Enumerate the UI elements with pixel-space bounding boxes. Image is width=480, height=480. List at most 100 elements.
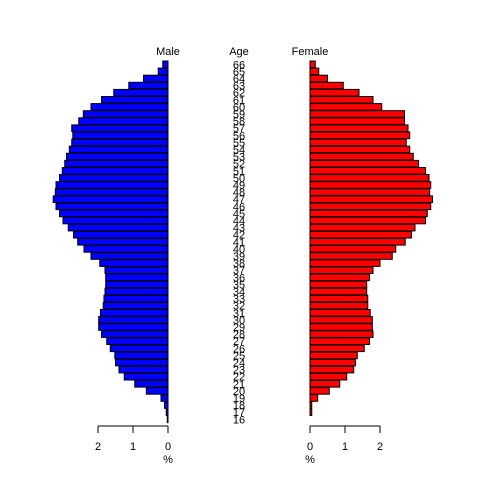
male-bar-age-66 — [163, 61, 168, 68]
male-bar-age-30 — [99, 317, 168, 324]
male-bar-age-22 — [124, 373, 168, 380]
female-bar-age-39 — [310, 253, 392, 260]
male-bar-age-37 — [105, 267, 168, 274]
female-bar-age-38 — [310, 260, 380, 267]
female-axis-tick-label: 0 — [307, 441, 313, 453]
male-bar-age-36 — [106, 274, 168, 281]
female-bar-age-28 — [310, 331, 373, 338]
female-bar-age-35 — [310, 281, 367, 288]
female-bar-age-22 — [310, 373, 347, 380]
female-axis-tick-label: 2 — [377, 441, 383, 453]
age-tick-labels: 1617181920212223242526272829303132333435… — [233, 59, 245, 426]
female-bar-age-50 — [310, 175, 429, 182]
male-bar-age-46 — [56, 203, 168, 210]
female-axis-tick-label: 1 — [342, 441, 348, 453]
male-bar-age-44 — [63, 217, 168, 224]
female-bar-age-31 — [310, 310, 370, 317]
male-axis-tick-label: 0 — [165, 441, 171, 453]
male-bar-age-63 — [129, 82, 168, 89]
axes: 2 1 0 0 1 2 — [95, 426, 383, 453]
male-bar-age-43 — [68, 224, 168, 231]
male-bar-age-60 — [91, 104, 168, 111]
female-bar-age-36 — [310, 274, 370, 281]
male-bar-age-25 — [115, 352, 168, 359]
female-bar-age-19 — [310, 395, 318, 402]
female-bar-age-32 — [310, 302, 368, 309]
male-bar-age-29 — [99, 324, 168, 331]
male-header: Male — [156, 46, 180, 58]
male-bar-age-34 — [105, 288, 168, 295]
female-bar-age-34 — [310, 288, 367, 295]
male-bar-age-45 — [60, 210, 169, 217]
female-bar-age-47 — [310, 196, 433, 203]
female-bar-age-45 — [310, 210, 427, 217]
female-bar-age-33 — [310, 295, 368, 302]
female-bar-age-43 — [310, 224, 415, 231]
female-bar-age-51 — [310, 168, 426, 175]
male-axis-tick-label: 1 — [130, 441, 136, 453]
female-bar-age-62 — [310, 89, 359, 96]
male-bar-age-26 — [110, 345, 168, 352]
female-bar-age-56 — [310, 132, 410, 139]
male-bar-age-21 — [135, 381, 168, 388]
female-axis-unit: % — [305, 454, 315, 466]
male-bar-age-18 — [165, 402, 169, 409]
male-bar-age-24 — [116, 359, 169, 366]
male-bar-age-61 — [102, 97, 169, 104]
male-bar-age-64 — [144, 75, 169, 82]
female-bar-age-30 — [310, 317, 372, 324]
female-bar-age-20 — [310, 388, 329, 395]
male-bar-age-38 — [100, 260, 168, 267]
female-bar-age-21 — [310, 381, 340, 388]
male-bar-age-19 — [161, 395, 168, 402]
male-bar-age-32 — [103, 302, 168, 309]
female-bar-age-58 — [310, 118, 405, 125]
male-bar-age-56 — [73, 132, 168, 139]
female-bar-age-17 — [310, 409, 312, 416]
male-bar-age-17 — [166, 409, 168, 416]
female-bar-age-54 — [310, 146, 410, 153]
female-bar-age-40 — [310, 246, 396, 253]
male-bar-age-54 — [69, 146, 168, 153]
female-bar-age-49 — [310, 182, 431, 189]
male-bar-age-53 — [67, 153, 169, 160]
male-bar-age-51 — [62, 168, 168, 175]
female-bar-age-23 — [310, 366, 354, 373]
female-bar-age-61 — [310, 97, 373, 104]
male-bar-age-58 — [79, 118, 168, 125]
female-bar-age-26 — [310, 345, 364, 352]
female-bar-age-55 — [310, 139, 406, 146]
male-bar-age-57 — [72, 125, 168, 132]
female-bar-age-46 — [310, 203, 431, 210]
male-bar-age-50 — [60, 175, 169, 182]
female-bar-age-59 — [310, 111, 405, 118]
female-bar-age-63 — [310, 82, 343, 89]
male-bar-age-65 — [158, 68, 168, 75]
age-header: Age — [229, 46, 249, 58]
male-bar-age-28 — [102, 331, 169, 338]
male-bar-age-33 — [104, 295, 168, 302]
male-bar-age-52 — [65, 160, 168, 167]
female-bar-age-37 — [310, 267, 373, 274]
male-bar-age-23 — [119, 366, 168, 373]
male-bar-age-16 — [167, 416, 168, 423]
female-bar-age-27 — [310, 338, 370, 345]
male-bar-age-20 — [146, 388, 168, 395]
male-bars — [53, 61, 168, 423]
male-axis-unit: % — [163, 454, 173, 466]
female-bar-age-42 — [310, 231, 412, 238]
female-bar-age-66 — [310, 61, 315, 68]
male-bar-age-62 — [114, 89, 168, 96]
female-bar-age-44 — [310, 217, 426, 224]
female-bar-age-52 — [310, 160, 419, 167]
male-bar-age-41 — [78, 239, 168, 246]
female-bar-age-48 — [310, 189, 430, 196]
male-bar-age-48 — [55, 189, 168, 196]
male-bar-age-59 — [83, 111, 168, 118]
female-bar-age-41 — [310, 239, 405, 246]
male-bar-age-39 — [91, 253, 168, 260]
female-header: Female — [292, 46, 329, 58]
female-bar-age-24 — [310, 359, 356, 366]
male-bar-age-35 — [106, 281, 168, 288]
male-bar-age-55 — [72, 139, 168, 146]
